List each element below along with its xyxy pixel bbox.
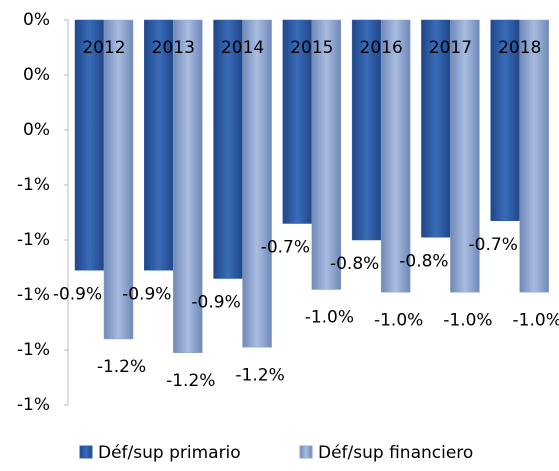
bar bbox=[173, 19, 203, 353]
data-label: -1.2% bbox=[166, 371, 215, 391]
data-label: -1.0% bbox=[443, 310, 492, 330]
data-label: -0.7% bbox=[261, 238, 310, 258]
bar bbox=[311, 19, 342, 290]
y-tick-label: -1% bbox=[17, 175, 50, 195]
bar bbox=[519, 19, 549, 293]
data-label: -0.9% bbox=[122, 284, 171, 304]
bar bbox=[450, 19, 480, 293]
data-label: -1.0% bbox=[374, 310, 423, 330]
data-label: -1.2% bbox=[97, 357, 146, 377]
legend-label: Déf/sup primario bbox=[98, 443, 241, 463]
category-label: 2013 bbox=[152, 38, 195, 58]
data-label: -1.2% bbox=[235, 365, 284, 385]
bar bbox=[490, 19, 520, 221]
bar bbox=[144, 19, 174, 271]
category-label: 2016 bbox=[360, 38, 403, 58]
category-label: 2018 bbox=[498, 38, 541, 58]
category-label: 2015 bbox=[290, 38, 333, 58]
bar bbox=[103, 19, 134, 340]
data-label: -1.0% bbox=[305, 308, 354, 328]
y-tick-label: 0% bbox=[23, 10, 50, 30]
y-tick-label: -1% bbox=[17, 230, 50, 250]
category-label: 2012 bbox=[82, 38, 125, 58]
data-label: -0.8% bbox=[399, 251, 448, 271]
data-label: -0.7% bbox=[469, 235, 518, 255]
category-label: 2017 bbox=[429, 38, 472, 58]
bar bbox=[282, 19, 313, 224]
y-tick-label: -1% bbox=[17, 285, 50, 305]
legend-label: Déf/sup financiero bbox=[318, 443, 473, 463]
y-tick-label: -1% bbox=[17, 395, 50, 415]
legend-swatch bbox=[299, 445, 313, 459]
data-label: -1.0% bbox=[513, 310, 559, 330]
bar bbox=[213, 19, 243, 279]
legend-swatch bbox=[79, 445, 93, 459]
bar bbox=[351, 19, 382, 241]
y-tick-label: 0% bbox=[23, 120, 50, 140]
bar bbox=[421, 19, 451, 238]
y-tick-label: -1% bbox=[17, 340, 50, 360]
y-tick-label: 0% bbox=[23, 65, 50, 85]
data-label: -0.9% bbox=[53, 284, 102, 304]
data-label: -0.8% bbox=[330, 254, 379, 274]
bar bbox=[380, 19, 411, 293]
bar bbox=[242, 19, 272, 348]
category-label: 2014 bbox=[221, 38, 264, 58]
data-label: -0.9% bbox=[191, 293, 240, 313]
